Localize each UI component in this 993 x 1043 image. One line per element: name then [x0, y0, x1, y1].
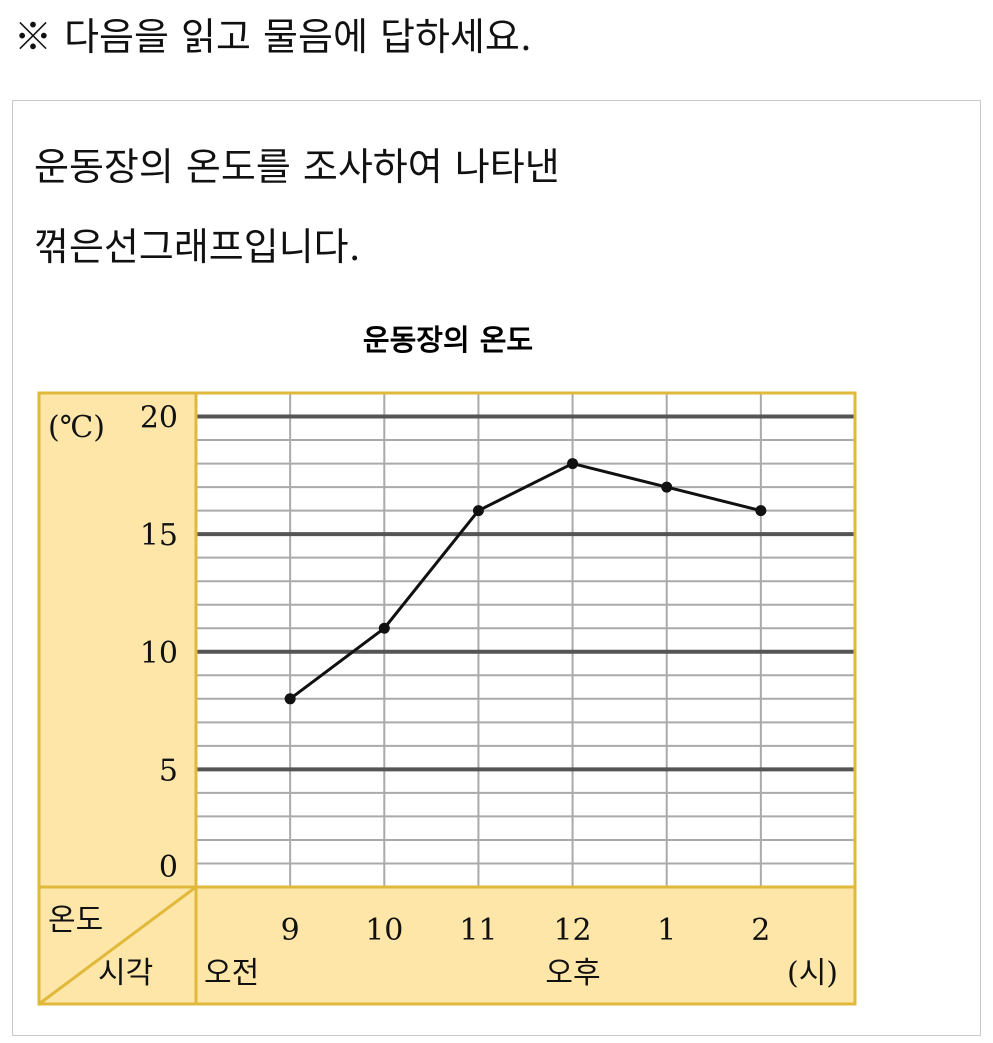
chart-title: 운동장의 온도 — [363, 323, 533, 357]
question-line-1: 운동장의 온도를 조사하여 나타낸 — [34, 145, 560, 189]
x-tick-label: 10 — [365, 913, 403, 948]
category-label-panel — [196, 887, 855, 1004]
question-line-2: 꺾은선그래프입니다. — [34, 225, 361, 269]
am-label: 오전 — [204, 956, 259, 991]
y-axis-unit: (℃) — [48, 410, 105, 445]
data-point — [284, 693, 296, 705]
y-tick-label: 10 — [140, 636, 178, 671]
header-diagonal — [38, 885, 197, 1006]
pm-label: 오후 — [545, 956, 600, 991]
x-axis-unit: (시) — [787, 956, 838, 991]
x-tick-label: 11 — [459, 913, 497, 948]
data-point — [567, 458, 579, 470]
instruction-text: ※ 다음을 읽고 물음에 답하세요. — [14, 15, 532, 59]
y-tick-label: 0 — [159, 850, 178, 885]
x-tick-label: 1 — [657, 913, 676, 948]
axis-label-panel — [39, 393, 196, 1004]
row-header-temperature: 온도 — [48, 903, 103, 938]
data-point — [378, 622, 390, 634]
data-point — [472, 505, 484, 517]
series-line — [289, 461, 762, 701]
x-tick-label: 2 — [751, 913, 770, 948]
row-header-time: 시각 — [98, 956, 153, 991]
plot-area — [196, 393, 855, 887]
x-tick-label: 12 — [553, 913, 591, 948]
y-tick-label: 15 — [140, 518, 178, 553]
data-point — [661, 481, 673, 493]
question-box — [12, 100, 981, 1036]
data-point — [755, 505, 767, 517]
y-tick-label: 20 — [140, 401, 178, 436]
y-tick-label: 5 — [159, 753, 178, 788]
chart-frame — [37, 391, 857, 1006]
x-tick-label: 9 — [281, 913, 300, 948]
